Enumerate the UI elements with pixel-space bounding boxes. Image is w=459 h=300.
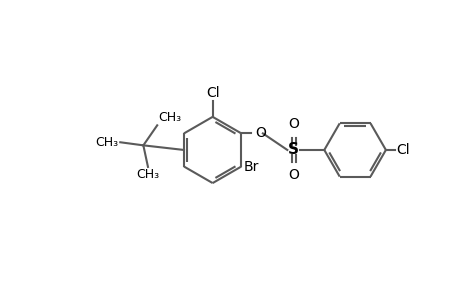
Text: O: O: [287, 118, 298, 131]
Text: Br: Br: [243, 160, 258, 173]
Text: Cl: Cl: [205, 86, 219, 100]
Text: CH₃: CH₃: [95, 136, 118, 149]
Text: S: S: [287, 142, 298, 158]
Text: O: O: [287, 168, 298, 182]
Text: CH₃: CH₃: [158, 111, 181, 124]
Text: CH₃: CH₃: [136, 168, 159, 182]
Text: Cl: Cl: [396, 143, 409, 157]
Text: O: O: [255, 126, 265, 140]
